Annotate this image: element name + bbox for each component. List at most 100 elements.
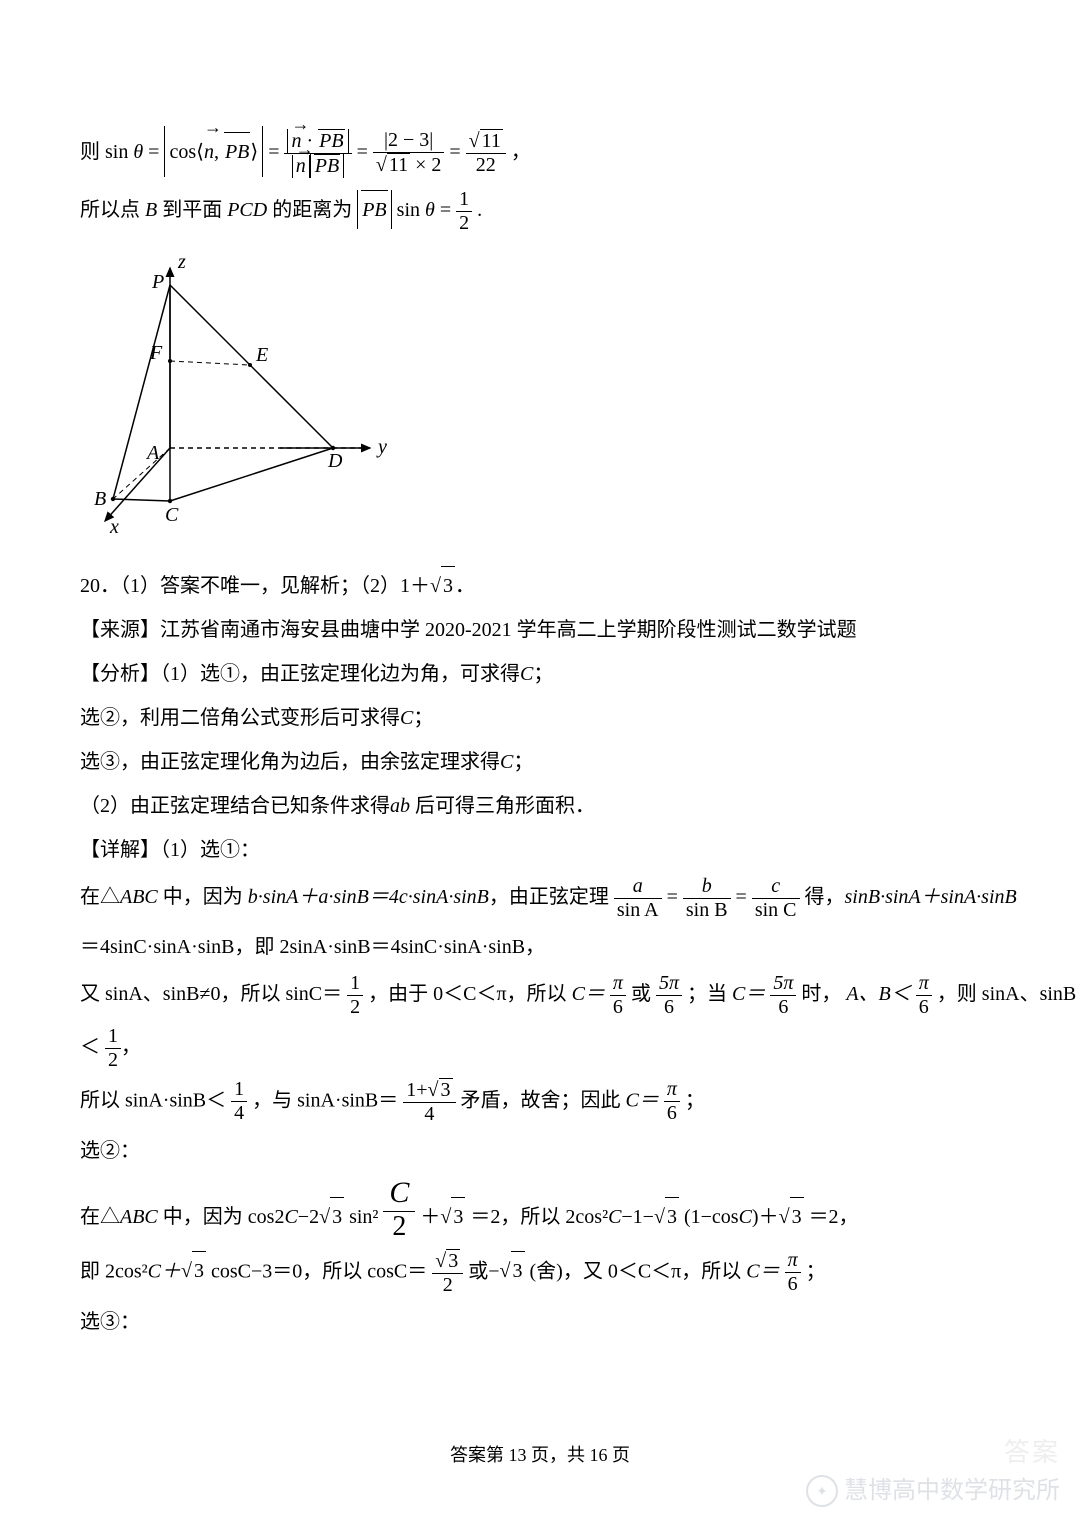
text: )＋ [752, 1206, 779, 1228]
text: C＝ [746, 1260, 779, 1282]
d: 4 [403, 1103, 455, 1126]
detail-2b: ＜ 12， [80, 1025, 1000, 1072]
text: ＝2，所以 2cos² [465, 1206, 608, 1228]
text: ＜ [80, 1036, 100, 1058]
b: b [683, 875, 731, 899]
d: 2 [347, 996, 363, 1019]
text: C＋ [148, 1260, 181, 1282]
c: C [739, 1206, 752, 1228]
text: ，由于 0＜C＜π，所以 [368, 983, 571, 1005]
d: 6 [785, 1273, 801, 1296]
detail-2a: 又 sinA、sinB≠0，所以 sinC＝ 12 ，由于 0＜C＜π，所以 C… [80, 972, 1000, 1019]
text: C＝ [732, 983, 765, 1005]
vec-pb: PB [225, 141, 249, 163]
text: (1−cos [679, 1206, 739, 1228]
text: sin θ = [105, 141, 164, 163]
c: c [752, 875, 800, 899]
sc: sin C [752, 899, 800, 922]
ab: ab [390, 795, 410, 817]
analysis-3: 选③，由正弦定理化角为边后，由余弦定理求得C； [80, 743, 1000, 781]
n: C [383, 1176, 415, 1212]
d: 2 [383, 1212, 415, 1243]
diagram-3d: z y x P A B C D [80, 243, 1000, 546]
vec-n: n [204, 141, 214, 163]
text: 中，因为 cos2 [158, 1206, 285, 1228]
frac-1: →n · PB →nPB [284, 129, 351, 178]
analysis-1: 【分析】（1）选①，由正弦定理化边为角，可求得C； [80, 655, 1000, 693]
watermark-icon: ✦ [806, 1475, 838, 1507]
label-A: A [145, 442, 160, 464]
text: （2）由正弦定理结合已知条件求得 [80, 795, 390, 817]
text: ，由正弦定理 [489, 886, 609, 908]
q20-line: 20．（1）答案不唯一，见解析；（2）1＋√3． [80, 566, 1000, 605]
sqrt3: 3 [192, 1251, 206, 1290]
detail-lead: 【详解】（1）选①： [80, 831, 1000, 869]
num: 1 [456, 188, 472, 212]
d: 6 [664, 1102, 680, 1125]
label-y: y [376, 436, 387, 458]
analysis-2: 选②，利用二倍角公式变形后可求得C； [80, 699, 1000, 737]
n: π [785, 1249, 801, 1273]
n: 5π [770, 972, 796, 996]
label-z: z [177, 251, 186, 273]
expr2: sinB·sinA＋sinA·sinB [845, 886, 1017, 908]
label-E: E [255, 344, 268, 366]
text: −1− [621, 1206, 654, 1228]
n: 1 [347, 972, 363, 996]
text: ，与 sinA·sinB＝ [252, 1090, 398, 1112]
frac-2: |2 − 3| √11 × 2 [373, 129, 445, 177]
den: 2 [456, 212, 472, 235]
text: 矛盾，故舍；因此 [461, 1090, 626, 1112]
text: 又 sinA、sinB≠0，所以 sinC＝ [80, 983, 342, 1005]
source-line: 【来源】江苏省南通市海安县曲塘中学 2020-2021 学年高二上学期阶段性测试… [80, 611, 1000, 649]
sqrt3: 3 [451, 1197, 465, 1236]
d: 6 [656, 996, 682, 1019]
text: ； [413, 707, 433, 729]
c: C [608, 1206, 621, 1228]
text: ＝2， [804, 1206, 859, 1228]
watermark: ✦ 慧博高中数学研究所 [806, 1468, 1060, 1514]
c: C [400, 707, 413, 729]
text: A、B＜ [846, 983, 910, 1005]
sqrt3: 3 [441, 566, 455, 605]
text: 所以 sinA·sinB＜ [80, 1090, 226, 1112]
text: 在△ [80, 1206, 120, 1228]
analysis-4: （2）由正弦定理结合已知条件求得ab 后可得三角形面积． [80, 787, 1000, 825]
text-pcd: PCD [227, 199, 267, 221]
text: 【分析】（1）选①，由正弦定理化边为角，可求得 [80, 663, 520, 685]
sel2-line2: 即 2cos²C＋√3 cosC−3＝0，所以 cosC＝ √32 或−√3 (… [80, 1249, 1000, 1297]
label-P: P [151, 271, 164, 293]
sqrt3: 3 [511, 1251, 525, 1290]
sb: sin B [683, 899, 731, 922]
text: ， [511, 141, 531, 163]
text: 则 [80, 141, 105, 163]
text: 选②，利用二倍角公式变形后可求得 [80, 707, 400, 729]
text: C＝ [626, 1090, 659, 1112]
detail-1b: ＝4sinC·sinA·sinB，即 2sinA·sinB＝4sinC·sinA… [80, 928, 1000, 966]
text: 的距离为 [272, 199, 352, 221]
text: ； [806, 1260, 826, 1282]
text: ． [455, 575, 475, 597]
text: . [477, 199, 482, 221]
sqrt3: 3 [665, 1197, 679, 1236]
n: 5π [656, 972, 682, 996]
frac-3: √11 22 [466, 129, 506, 177]
label-C: C [165, 504, 179, 526]
d: 6 [916, 996, 932, 1019]
text: 得， [805, 886, 845, 908]
text: 到平面 [162, 199, 227, 221]
text: C＝ [572, 983, 605, 1005]
formula-distance: 所以点 B 到平面 PCD 的距离为 PB sin θ = 1 2 . [80, 188, 1000, 235]
text: −2 [298, 1206, 319, 1228]
text: sin² [344, 1206, 378, 1228]
abs-cos: cos⟨→n, PB⟩ [164, 126, 263, 177]
label-D: D [327, 450, 343, 472]
text: 后可得三角形面积． [410, 795, 595, 817]
label-x: x [109, 516, 119, 533]
detail-1a: 在△ABC 中，因为 b·sinA＋a·sinB＝4c·sinA·sinB，由正… [80, 875, 1000, 922]
n: π [664, 1078, 680, 1102]
text: 中，因为 [158, 886, 248, 908]
d: 6 [770, 996, 796, 1019]
c: C [500, 751, 513, 773]
text: ； [513, 751, 533, 773]
